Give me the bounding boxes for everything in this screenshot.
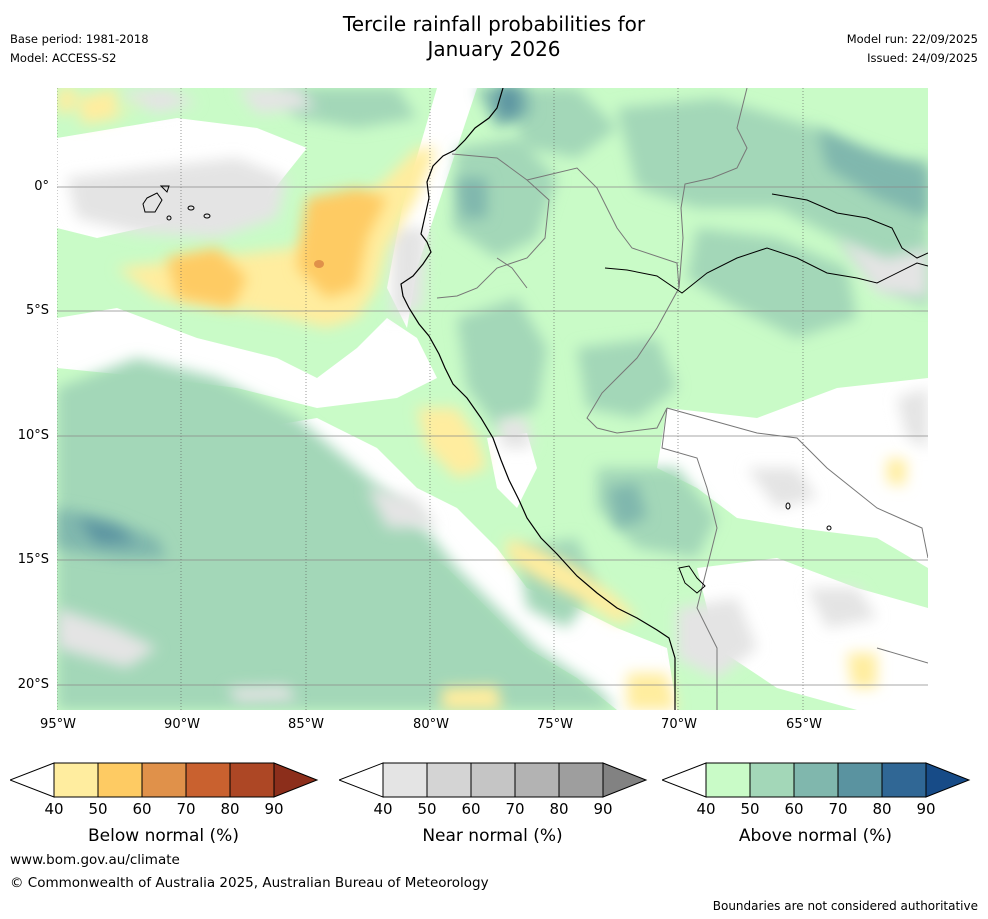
base-period: Base period: 1981-2018 xyxy=(10,32,149,46)
above-normal-tick: 40 xyxy=(696,800,716,818)
above-normal-swatch-50-60 xyxy=(749,762,795,798)
lon-tick: 85°W xyxy=(288,717,324,732)
below-normal-tick: 40 xyxy=(44,800,64,818)
title-line-2: January 2026 xyxy=(427,37,561,61)
below-normal-swatch-40-50 xyxy=(53,762,99,798)
below-normal-tick: 60 xyxy=(132,800,152,818)
near-normal-swatch-60-70 xyxy=(470,762,516,798)
below-normal-tick: 70 xyxy=(176,800,196,818)
below-normal-swatch-80-90 xyxy=(229,762,275,798)
lon-tick: 75°W xyxy=(537,717,573,732)
near-normal-tick: 70 xyxy=(505,800,525,818)
above-normal-swatch-70-80 xyxy=(837,762,883,798)
below-normal-50-60 xyxy=(167,188,387,308)
footer-url: www.bom.gov.au/climate xyxy=(10,852,180,868)
above-normal-tick: 90 xyxy=(916,800,936,818)
lon-tick: 70°W xyxy=(661,717,697,732)
below-normal-swatch-70-80 xyxy=(185,762,231,798)
near-normal-swatch-40-50 xyxy=(382,762,428,798)
lon-tick: 95°W xyxy=(40,717,76,732)
lat-tick: 5°S xyxy=(25,303,49,318)
probability-map xyxy=(57,88,928,710)
lat-tick: 20°S xyxy=(17,677,49,692)
model-run: Model run: 22/09/2025 xyxy=(846,32,978,46)
rivers xyxy=(604,193,928,294)
colorbar-above-normal xyxy=(662,762,971,798)
country-borders xyxy=(436,88,928,710)
near-normal-tick: 80 xyxy=(549,800,569,818)
near-normal-40-50 xyxy=(57,88,928,702)
below-normal-60-70 xyxy=(314,260,324,268)
below-normal-tick: 50 xyxy=(88,800,108,818)
above-normal-tick: 80 xyxy=(872,800,892,818)
below-normal-tick: 90 xyxy=(264,800,284,818)
near-normal-tick: 60 xyxy=(461,800,481,818)
above-normal-tick: 60 xyxy=(784,800,804,818)
model-name: Model: ACCESS-S2 xyxy=(10,51,117,65)
above-normal-label: Above normal (%) xyxy=(738,826,893,846)
footer-disclaimer: Boundaries are not considered authoritat… xyxy=(712,899,978,913)
above-normal-tick: 70 xyxy=(828,800,848,818)
lakes xyxy=(678,502,832,594)
galapagos-islands xyxy=(142,185,211,221)
near-normal-label: Near normal (%) xyxy=(422,826,563,846)
footer-copyright: © Commonwealth of Australia 2025, Austra… xyxy=(10,875,489,891)
lat-tick: 0° xyxy=(34,179,49,194)
below-normal-swatch-60-70 xyxy=(141,762,187,798)
header-left: Base period: 1981-2018 Model: ACCESS-S2 xyxy=(10,30,149,68)
near-normal-tick: 50 xyxy=(417,800,437,818)
issued-date: Issued: 24/09/2025 xyxy=(867,51,978,65)
coastline xyxy=(400,88,676,710)
above-normal-swatch-40-50 xyxy=(705,762,751,798)
near-normal-tick: 40 xyxy=(373,800,393,818)
header-right: Model run: 22/09/2025 Issued: 24/09/2025 xyxy=(847,30,978,68)
above-normal-swatch-80-90 xyxy=(881,762,927,798)
below-normal-tick: 80 xyxy=(220,800,240,818)
title-line-1: Tercile rainfall probabilities for xyxy=(342,12,646,36)
below-normal-label: Below normal (%) xyxy=(88,826,239,846)
lon-tick: 90°W xyxy=(164,717,200,732)
above-normal-tick: 50 xyxy=(740,800,760,818)
colorbar-below-normal xyxy=(10,762,319,798)
lat-tick: 15°S xyxy=(17,552,49,567)
lat-tick: 10°S xyxy=(17,428,49,443)
map-title: Tercile rainfall probabilities for Janua… xyxy=(0,12,988,62)
near-normal-swatch-50-60 xyxy=(426,762,472,798)
colorbar-near-normal xyxy=(339,762,648,798)
below-normal-swatch-50-60 xyxy=(97,762,143,798)
near-normal-tick: 90 xyxy=(593,800,613,818)
above-normal-70-80 xyxy=(77,88,519,543)
near-normal-swatch-70-80 xyxy=(514,762,560,798)
above-normal-swatch-60-70 xyxy=(793,762,839,798)
lon-tick: 65°W xyxy=(786,717,822,732)
near-normal-swatch-80-90 xyxy=(558,762,604,798)
lon-tick: 80°W xyxy=(413,717,449,732)
